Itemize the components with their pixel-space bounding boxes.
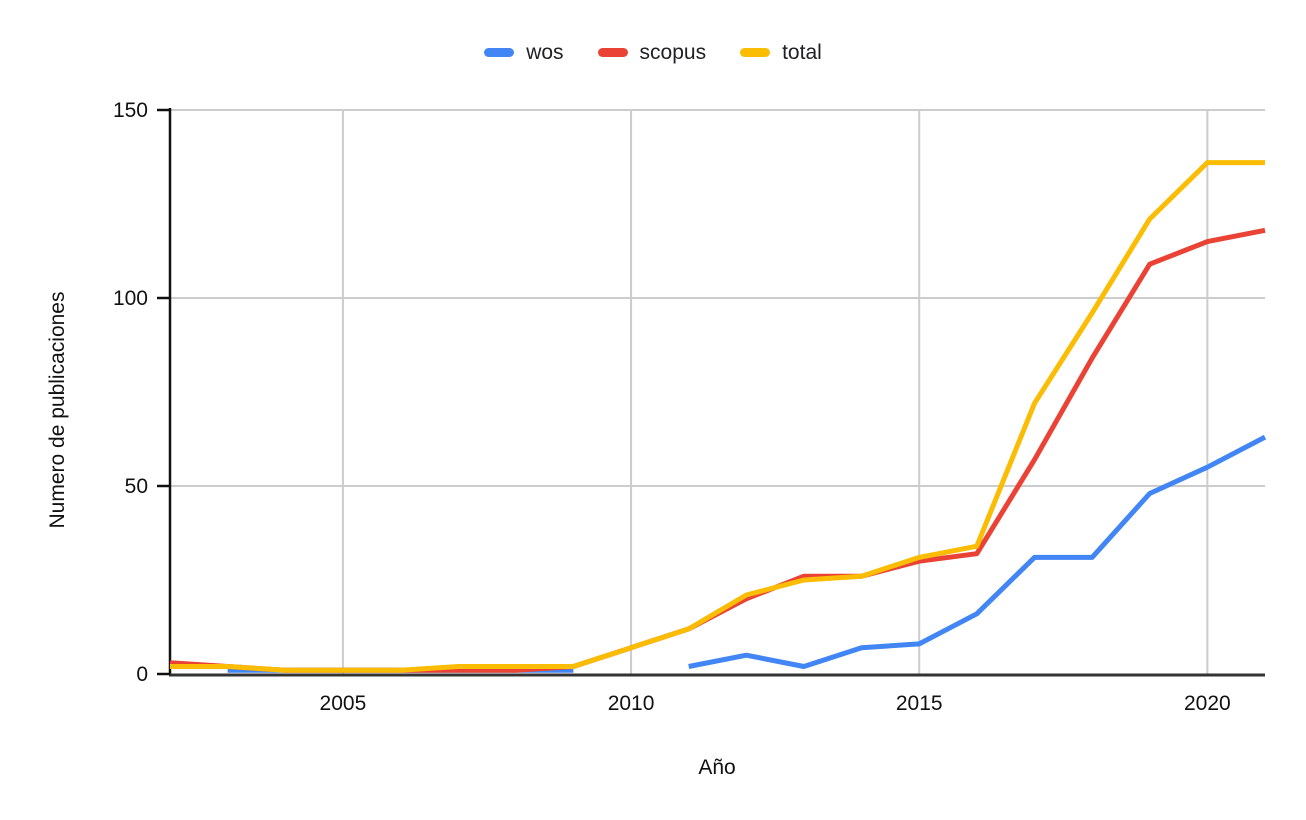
series-line-total (170, 160, 1265, 673)
legend-item-wos: wos (484, 41, 564, 64)
y-tick-label-100: 100 (113, 287, 148, 310)
legend-item-scopus: scopus (597, 41, 707, 64)
series-line-wos (227, 434, 1267, 673)
x-axis-title: Año (698, 756, 736, 779)
y-tick-label-0: 0 (136, 663, 148, 686)
y-axis-title: Numero de publicaciones (46, 291, 69, 529)
y-tick-label-150: 150 (113, 99, 148, 122)
x-tick-label-2015: 2015 (896, 692, 943, 715)
legend-swatch-scopus (597, 48, 628, 57)
legend-item-total: total (740, 42, 822, 63)
legend-swatch-total (740, 48, 771, 57)
legend-swatch-wos (484, 48, 515, 57)
y-tick-label-50: 50 (125, 475, 148, 498)
legend-label-total: total (782, 41, 822, 64)
legend-label-wos: wos (526, 41, 564, 64)
legend-label-scopus: scopus (639, 41, 707, 64)
x-tick-label-2010: 2010 (608, 692, 655, 715)
x-tick-label-2005: 2005 (320, 692, 367, 715)
chart-legend: wos scopus total (0, 42, 1306, 63)
x-tick-label-2020: 2020 (1184, 692, 1231, 715)
